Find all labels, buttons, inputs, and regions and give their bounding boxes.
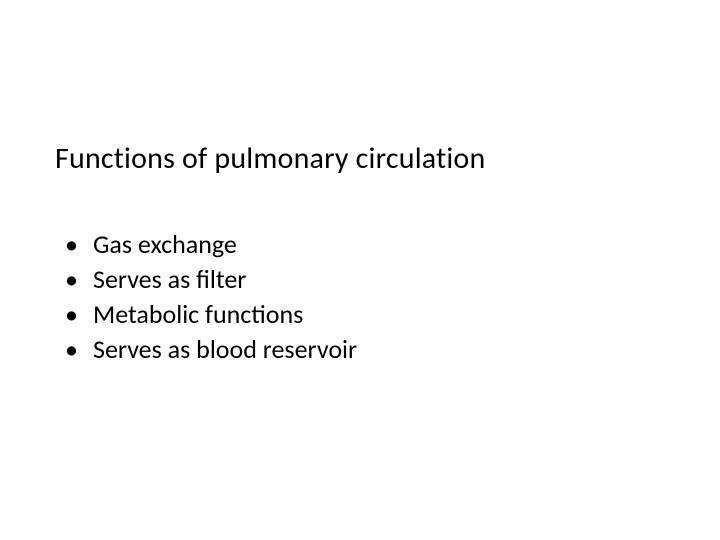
slide-title: Functions of pulmonary circulation [55,140,665,177]
list-item: Serves as filter [55,262,665,297]
list-item: Metabolic functions [55,297,665,332]
slide-container: Functions of pulmonary circulation Gas e… [0,0,720,540]
list-item: Serves as blood reservoir [55,332,665,367]
list-item: Gas exchange [55,227,665,262]
bullet-list: Gas exchange Serves as filter Metabolic … [55,227,665,367]
